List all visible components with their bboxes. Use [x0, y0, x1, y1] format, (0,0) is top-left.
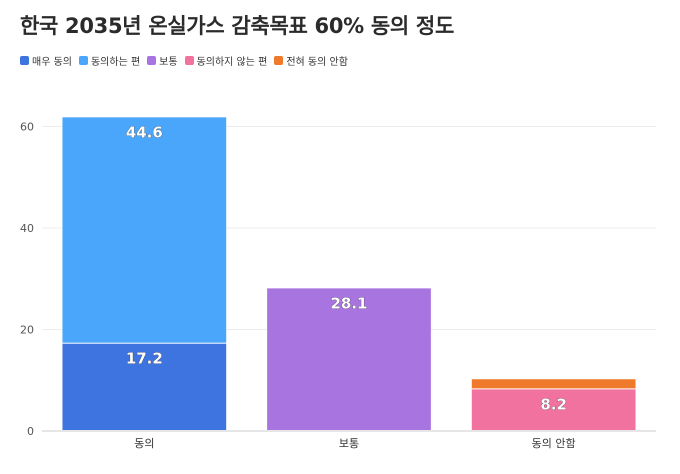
x-tick-label: 보통: [339, 437, 359, 450]
data-label: 28.1: [330, 294, 367, 312]
bar-segment: [471, 389, 636, 430]
y-tick-label: 40: [20, 222, 34, 235]
legend-swatch: [184, 56, 194, 65]
chart-title: 한국 2035년 온실가스 감축목표 60% 동의 정도: [20, 14, 454, 38]
data-label: 44.6: [126, 123, 163, 141]
data-label: 17.2: [126, 350, 163, 368]
legend: 매우 동의 동의하는 편 보통 동의하지 않는 편 전혀 동의 안함: [20, 53, 348, 68]
legend-swatch: [147, 56, 157, 65]
legend-label: 전혀 동의 안함: [286, 57, 348, 68]
bar-segment: [62, 343, 227, 430]
legend-label: 동의하지 않는 편: [196, 57, 268, 68]
bar-segment: [62, 117, 227, 343]
legend-swatch: [78, 56, 88, 65]
y-tick-label: 20: [20, 323, 34, 336]
legend-item-very-agree[interactable]: 매우 동의: [20, 53, 72, 68]
x-tick-label: 동의: [134, 437, 154, 450]
legend-item-somewhat-agree[interactable]: 동의하는 편: [78, 53, 141, 68]
y-tick-label: 60: [20, 120, 34, 133]
legend-label: 매우 동의: [32, 57, 72, 68]
legend-label: 동의하는 편: [90, 57, 141, 68]
x-tick-label: 동의 안함: [532, 437, 576, 450]
bar-segment: [471, 379, 636, 389]
legend-item-strongly-disagree[interactable]: 전혀 동의 안함: [274, 53, 348, 68]
y-tick-label: 0: [27, 425, 34, 438]
data-label: 8.2: [540, 395, 567, 413]
legend-item-neutral[interactable]: 보통: [147, 53, 178, 68]
legend-item-somewhat-disagree[interactable]: 동의하지 않는 편: [184, 53, 268, 68]
legend-swatch: [20, 56, 29, 65]
legend-swatch: [274, 56, 284, 65]
bar-segment: [267, 288, 431, 430]
legend-label: 보통: [159, 57, 178, 68]
